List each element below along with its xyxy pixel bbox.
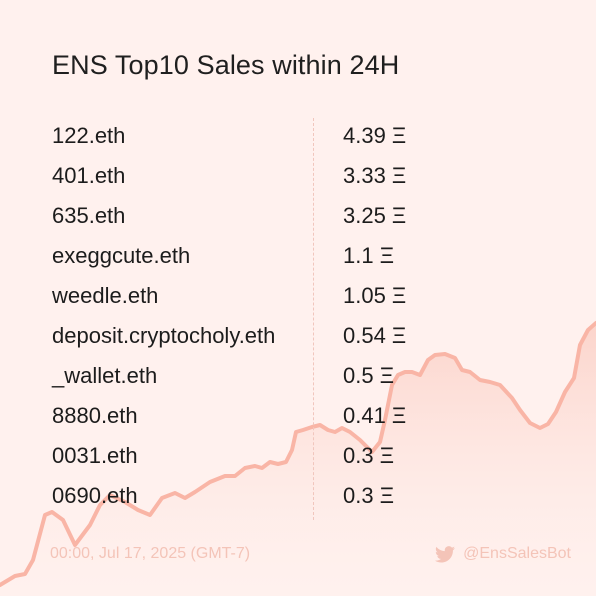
domain-name: weedle.eth [52, 283, 159, 308]
twitter-icon [435, 545, 456, 562]
list-item: deposit.cryptocholy.eth 0.54 Ξ [0, 318, 596, 358]
sale-price: 0.54 Ξ [343, 323, 407, 348]
domain-name: deposit.cryptocholy.eth [52, 323, 276, 348]
sale-price: 4.39 Ξ [343, 123, 407, 148]
domain-name: _wallet.eth [52, 363, 158, 388]
list-item: 8880.eth 0.41 Ξ [0, 398, 596, 438]
list-item: 0031.eth 0.3 Ξ [0, 438, 596, 478]
sale-price: 3.25 Ξ [343, 203, 407, 228]
trend-area [0, 323, 596, 596]
list-item: _wallet.eth 0.5 Ξ [0, 358, 596, 398]
sale-price: 1.05 Ξ [343, 283, 407, 308]
list-item: 635.eth 3.25 Ξ [0, 198, 596, 238]
domain-name: 122.eth [52, 123, 126, 148]
domain-name: 0690.eth [52, 483, 138, 508]
sale-price: 3.33 Ξ [343, 163, 407, 188]
domain-name: 401.eth [52, 163, 126, 188]
column-divider [313, 118, 314, 520]
list-item: exeggcute.eth 1.1 Ξ [0, 238, 596, 278]
bot-handle-link[interactable]: @EnsSalesBot [435, 545, 571, 563]
list-item: weedle.eth 1.05 Ξ [0, 278, 596, 318]
sale-price: 1.1 Ξ [343, 243, 394, 268]
trend-line [0, 321, 596, 587]
domain-name: exeggcute.eth [52, 243, 191, 268]
domain-name: 635.eth [52, 203, 126, 228]
sale-price: 0.3 Ξ [343, 483, 394, 508]
bot-handle: @EnsSalesBot [463, 545, 571, 562]
list-item: 401.eth 3.33 Ξ [0, 158, 596, 198]
timestamp: 00:00, Jul 17, 2025 (GMT-7) [50, 545, 251, 562]
sale-price: 0.5 Ξ [343, 363, 394, 388]
sale-price: 0.3 Ξ [343, 443, 394, 468]
page-title: ENS Top10 Sales within 24H [52, 50, 400, 80]
sale-price: 0.41 Ξ [343, 403, 407, 428]
domain-name: 8880.eth [52, 403, 138, 428]
list-item: 122.eth 4.39 Ξ [0, 118, 596, 158]
sales-list: 122.eth 4.39 Ξ 401.eth 3.33 Ξ 635.eth 3.… [0, 118, 596, 518]
domain-name: 0031.eth [52, 443, 138, 468]
list-item: 0690.eth 0.3 Ξ [0, 478, 596, 518]
